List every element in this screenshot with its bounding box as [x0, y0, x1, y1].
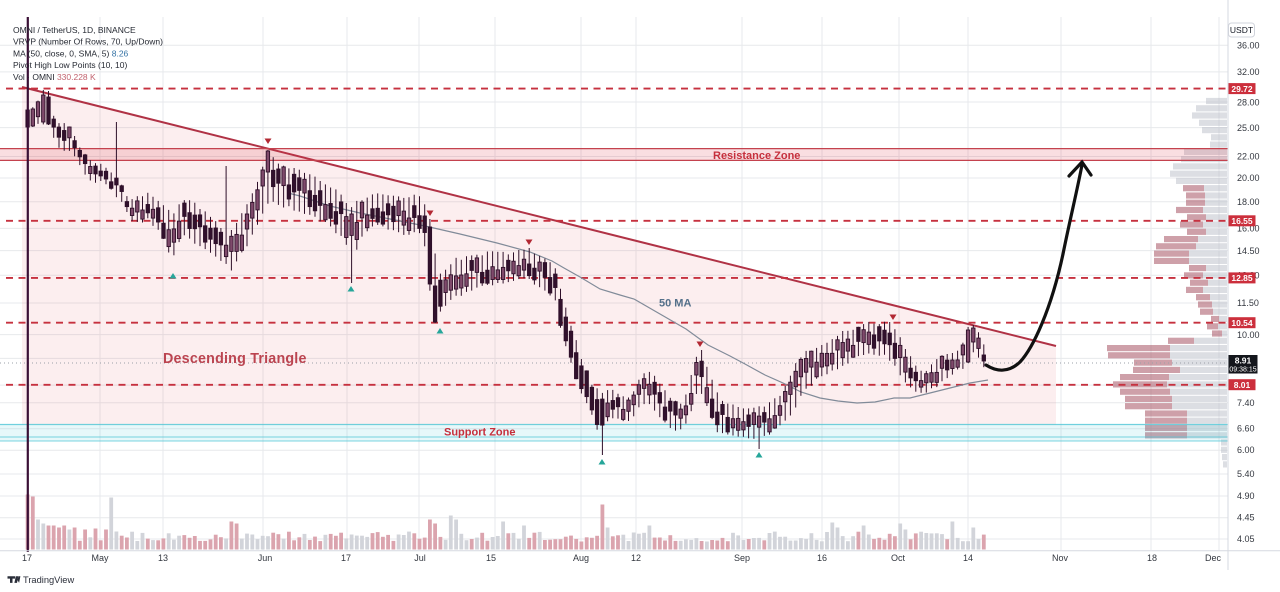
- svg-text:OMNI / TetherUS, 1D, BINANCE: OMNI / TetherUS, 1D, BINANCE: [13, 25, 136, 35]
- svg-text:4.05: 4.05: [1237, 534, 1255, 544]
- svg-text:Nov: Nov: [1052, 553, 1069, 563]
- svg-text:Jul: Jul: [414, 553, 426, 563]
- svg-text:Sep: Sep: [734, 553, 750, 563]
- svg-text:5.40: 5.40: [1237, 469, 1255, 479]
- svg-text:TradingView: TradingView: [23, 575, 74, 585]
- svg-text:16.00: 16.00: [1237, 224, 1260, 234]
- svg-text:16.55: 16.55: [1231, 216, 1253, 226]
- svg-text:12: 12: [631, 553, 641, 563]
- svg-text:Oct: Oct: [891, 553, 906, 563]
- svg-text:28.00: 28.00: [1237, 97, 1260, 107]
- svg-text:Vol · OMNI 330.228 K: Vol · OMNI 330.228 K: [13, 72, 96, 82]
- svg-text:11.50: 11.50: [1237, 298, 1259, 308]
- svg-text:7.40: 7.40: [1237, 398, 1255, 408]
- svg-text:13: 13: [158, 553, 168, 563]
- svg-text:Descending Triangle: Descending Triangle: [163, 351, 307, 367]
- svg-text:18: 18: [1147, 553, 1157, 563]
- svg-text:May: May: [91, 553, 109, 563]
- svg-text:8.01: 8.01: [1234, 380, 1251, 390]
- svg-text:36.00: 36.00: [1237, 41, 1260, 51]
- svg-text:17: 17: [22, 553, 32, 563]
- svg-text:12.85: 12.85: [1231, 273, 1253, 283]
- svg-text:6.00: 6.00: [1237, 445, 1255, 455]
- svg-text:Resistance Zone: Resistance Zone: [713, 150, 800, 162]
- svg-text:Pivot High Low Points (10, 10): Pivot High Low Points (10, 10): [13, 60, 128, 70]
- svg-text:18.00: 18.00: [1237, 197, 1260, 207]
- svg-text:17: 17: [341, 553, 351, 563]
- svg-text:32.00: 32.00: [1237, 67, 1260, 77]
- svg-text:25.00: 25.00: [1237, 123, 1260, 133]
- svg-text:10.54: 10.54: [1231, 318, 1253, 328]
- svg-text:Dec: Dec: [1205, 553, 1222, 563]
- svg-text:22.00: 22.00: [1237, 152, 1260, 162]
- svg-text:20.00: 20.00: [1237, 173, 1260, 183]
- svg-text:4.45: 4.45: [1237, 513, 1255, 523]
- svg-text:VRVP (Number Of Rows, 70, Up/D: VRVP (Number Of Rows, 70, Up/Down): [13, 37, 163, 47]
- svg-text:10.00: 10.00: [1237, 330, 1260, 340]
- svg-text:50 MA: 50 MA: [659, 298, 691, 310]
- svg-text:29.72: 29.72: [1231, 84, 1253, 94]
- svg-text:8.91: 8.91: [1235, 356, 1252, 366]
- svg-text:USDT: USDT: [1230, 25, 1253, 35]
- svg-text:14: 14: [963, 553, 973, 563]
- svg-text:Aug: Aug: [573, 553, 589, 563]
- svg-text:09:38:15: 09:38:15: [1229, 367, 1256, 374]
- svg-text:16: 16: [817, 553, 827, 563]
- svg-text:6.60: 6.60: [1237, 424, 1255, 434]
- svg-text:MA (50, close, 0, SMA, 5) 8.2: MA (50, close, 0, SMA, 5) 8.26: [13, 48, 129, 58]
- svg-text:Jun: Jun: [258, 553, 273, 563]
- svg-text:15: 15: [486, 553, 496, 563]
- svg-text:14.50: 14.50: [1237, 246, 1260, 256]
- svg-text:4.90: 4.90: [1237, 491, 1255, 501]
- svg-text:Support Zone: Support Zone: [444, 427, 516, 439]
